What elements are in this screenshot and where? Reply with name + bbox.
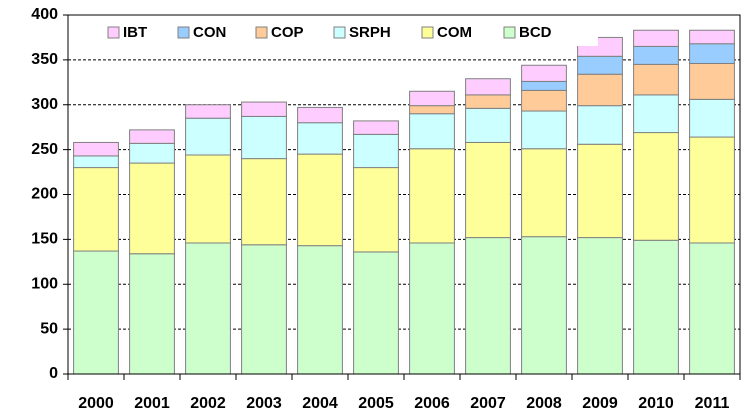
bar-segment	[577, 143, 623, 239]
bar-segment	[297, 106, 343, 124]
bar-segment	[185, 117, 231, 156]
bar-segment	[689, 29, 735, 45]
y-tick-label: 100	[31, 275, 58, 292]
bar-segment	[409, 242, 455, 375]
bar-segment	[129, 253, 175, 375]
bar-segment	[521, 89, 567, 112]
x-tick-label: 2010	[638, 395, 674, 412]
bar-segment	[521, 236, 567, 375]
x-tick-label: 2004	[302, 395, 338, 412]
bar-segment	[521, 64, 567, 82]
bar-segment	[465, 237, 511, 375]
bar-segment	[577, 73, 623, 107]
bar-segment	[689, 136, 735, 244]
bar-segment	[241, 158, 287, 246]
y-tick-label: 300	[31, 96, 58, 113]
bar-segment	[241, 115, 287, 160]
bar-segment	[297, 153, 343, 247]
x-tick-label: 2002	[190, 395, 226, 412]
bar-segment	[409, 148, 455, 244]
x-tick-label: 2011	[695, 395, 730, 412]
legend-label: COP	[271, 24, 304, 41]
legend-swatch	[333, 26, 346, 39]
bar-segment	[73, 155, 119, 169]
bar-segment	[633, 63, 679, 96]
bar-segment	[129, 142, 175, 164]
x-tick-label: 2003	[246, 395, 282, 412]
legend-swatch	[255, 26, 268, 39]
legend-swatch	[177, 26, 190, 39]
bar-segment	[185, 242, 231, 375]
legend-label: IBT	[123, 24, 147, 41]
bar-segment	[409, 113, 455, 150]
bar-segment	[521, 80, 567, 91]
legend-swatch	[503, 26, 516, 39]
bar-segment	[465, 141, 511, 239]
x-tick-label: 2007	[470, 395, 506, 412]
bar-segment	[577, 237, 623, 375]
plot-frame	[67, 14, 741, 375]
y-tick-label: 50	[40, 320, 58, 337]
bar-segment	[129, 162, 175, 255]
x-tick-label: 2001	[134, 395, 170, 412]
bar-segment	[185, 154, 231, 244]
bar-segment	[633, 94, 679, 134]
x-tick-label: 2006	[414, 395, 450, 412]
legend-label: CON	[193, 24, 226, 41]
bar-segment	[633, 45, 679, 65]
bar-segment	[185, 104, 231, 119]
x-tick-label: 2008	[526, 395, 562, 412]
bar-segment	[689, 62, 735, 100]
bar-segment	[633, 132, 679, 241]
bar-segment	[353, 167, 399, 253]
y-tick-label: 400	[31, 6, 58, 23]
bar-segment	[297, 245, 343, 375]
legend-label: BCD	[519, 24, 552, 41]
bar-segment	[689, 242, 735, 375]
bar-segment	[521, 148, 567, 238]
bar-segment	[297, 122, 343, 155]
bar-segment	[465, 78, 511, 96]
bar-segment	[129, 129, 175, 144]
y-tick-label: 200	[31, 186, 58, 203]
bar-segment	[241, 101, 287, 117]
bar-segment	[73, 250, 119, 375]
y-tick-label: 0	[49, 365, 58, 382]
legend-swatch	[107, 26, 120, 39]
bar-segment	[689, 98, 735, 138]
legend: IBT CON COP SRPH COM BCD	[98, 20, 598, 46]
bar-segment	[353, 120, 399, 135]
x-tick-label: 2009	[582, 395, 618, 412]
bar-segment	[409, 90, 455, 107]
bar-segment	[409, 105, 455, 115]
bar-segment	[633, 29, 679, 47]
bar-segment	[73, 141, 119, 157]
bar-segment	[577, 55, 623, 75]
bar-segment	[353, 251, 399, 375]
x-tick-label: 2000	[78, 395, 114, 412]
legend-label: SRPH	[349, 24, 391, 41]
bar-segment	[241, 244, 287, 375]
y-tick-label: 150	[31, 231, 58, 248]
bar-segment	[577, 105, 623, 145]
bar-segment	[353, 133, 399, 169]
y-tick-label: 250	[31, 141, 58, 158]
bar-segment	[73, 167, 119, 252]
bar-segment	[689, 43, 735, 64]
y-tick-label: 350	[31, 51, 58, 68]
legend-swatch	[421, 26, 434, 39]
x-tick-label: 2005	[358, 395, 394, 412]
bar-segment	[465, 94, 511, 109]
bar-segment	[465, 107, 511, 143]
bar-segment	[521, 110, 567, 150]
bar-segment	[633, 239, 679, 375]
legend-label: COM	[437, 24, 472, 41]
